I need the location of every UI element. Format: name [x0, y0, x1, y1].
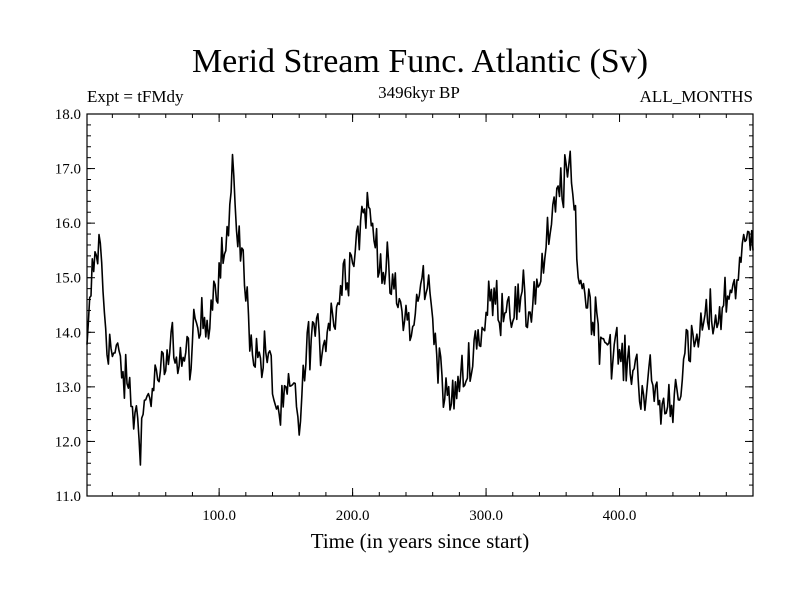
y-tick-label: 15.0	[55, 271, 81, 287]
x-tick-label: 400.0	[603, 508, 637, 524]
chart-title: Merid Stream Func. Atlantic (Sv)	[192, 43, 648, 80]
y-tick-label: 14.0	[55, 325, 81, 341]
y-tick-label: 17.0	[55, 162, 81, 178]
experiment-label: Expt = tFMdy	[87, 87, 184, 106]
epoch-label: 3496kyr BP	[378, 83, 460, 102]
months-label: ALL_MONTHS	[640, 87, 753, 106]
y-tick-label: 16.0	[55, 216, 81, 232]
y-tick-label: 11.0	[55, 489, 81, 505]
y-tick-label: 18.0	[55, 107, 81, 123]
x-tick-label: 300.0	[469, 508, 503, 524]
x-tick-labels: 100.0 200.0 300.0 400.0	[202, 508, 636, 524]
x-axis-label: Time (in years since start)	[311, 529, 530, 553]
x-tick-label: 200.0	[336, 508, 370, 524]
y-tick-labels: 11.0 12.0 13.0 14.0 15.0 16.0 17.0 18.0	[55, 107, 81, 505]
x-tick-label: 100.0	[202, 508, 236, 524]
series-line	[86, 150, 754, 466]
plot-frame	[86, 113, 754, 497]
y-tick-label: 12.0	[55, 434, 81, 450]
axis-ticks	[87, 113, 753, 497]
y-tick-label: 13.0	[55, 380, 81, 396]
